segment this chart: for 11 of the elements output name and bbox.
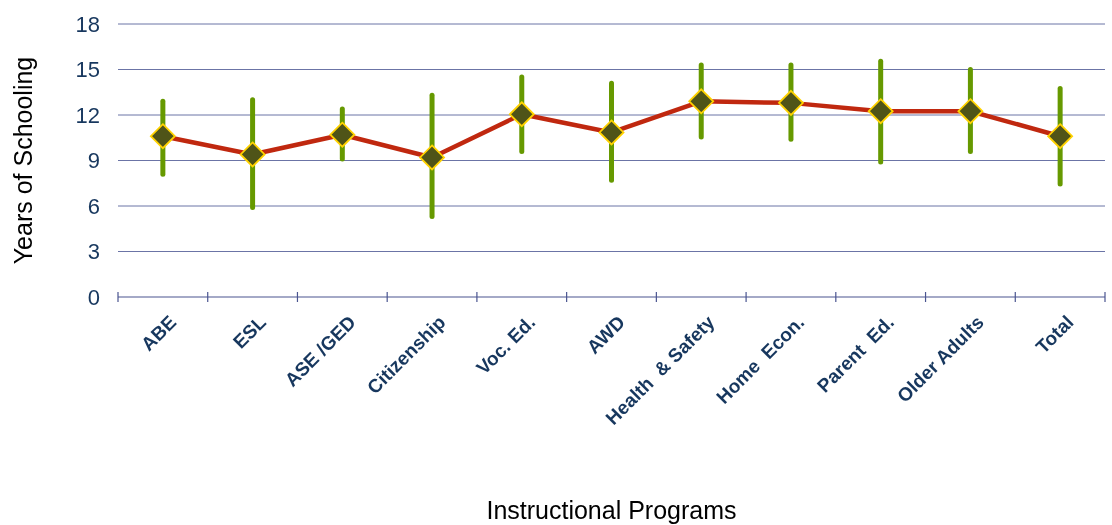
y-tick-label: 6 [87, 193, 100, 219]
y-tick-label: 18 [75, 11, 100, 37]
x-tick-label: Voc. Ed. [472, 311, 540, 379]
y-tick-label: 9 [87, 148, 100, 173]
y-tick-label: 3 [87, 239, 100, 264]
y-tick-label: 12 [75, 102, 100, 128]
y-tick-label: 0 [87, 284, 100, 310]
x-tick-label: ESL [229, 311, 271, 353]
x-axis-title: Instructional Programs [486, 496, 737, 524]
y-axis-title: Years of Schooling [9, 56, 37, 265]
y-tick-label: 15 [75, 57, 100, 82]
